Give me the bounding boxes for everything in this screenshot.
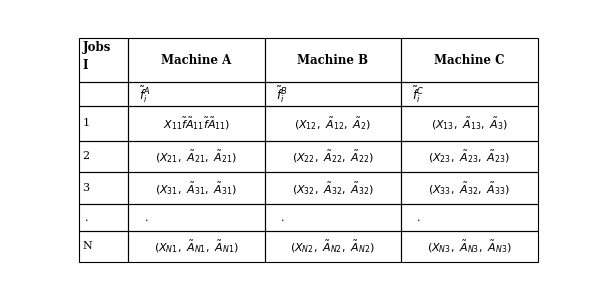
Text: I: I bbox=[82, 59, 88, 72]
Text: Jobs: Jobs bbox=[82, 41, 111, 54]
Text: .: . bbox=[418, 213, 421, 223]
Text: Machine A: Machine A bbox=[161, 54, 232, 67]
Bar bbox=[265, 231, 401, 262]
Text: $(X_{23},\ \tilde{A}_{23},\ \tilde{A}_{23})$: $(X_{23},\ \tilde{A}_{23},\ \tilde{A}_{2… bbox=[428, 148, 511, 165]
Text: $(X_{21},\ \tilde{A}_{21},\ \tilde{A}_{21})$: $(X_{21},\ \tilde{A}_{21},\ \tilde{A}_{2… bbox=[155, 148, 238, 165]
Bar bbox=[401, 141, 538, 172]
Bar bbox=[265, 82, 401, 107]
Bar bbox=[265, 141, 401, 172]
Text: $(X_{13},\ \tilde{A}_{13},\ \tilde{A}_3)$: $(X_{13},\ \tilde{A}_{13},\ \tilde{A}_3)… bbox=[431, 115, 508, 132]
Text: .: . bbox=[85, 213, 88, 223]
Bar bbox=[79, 141, 128, 172]
Bar bbox=[79, 204, 128, 231]
Text: $(X_{N1},\ \tilde{A}_{N1},\ \tilde{A}_{N1})$: $(X_{N1},\ \tilde{A}_{N1},\ \tilde{A}_{N… bbox=[154, 238, 239, 255]
Text: $(X_{32},\ \tilde{A}_{32},\ \tilde{A}_{32})$: $(X_{32},\ \tilde{A}_{32},\ \tilde{A}_{3… bbox=[292, 180, 374, 197]
Text: $(X_{N3},\ \tilde{A}_{N3},\ \tilde{A}_{N3})$: $(X_{N3},\ \tilde{A}_{N3},\ \tilde{A}_{N… bbox=[427, 238, 512, 255]
Bar bbox=[401, 172, 538, 204]
Text: 2: 2 bbox=[82, 151, 89, 161]
Bar bbox=[79, 82, 128, 107]
Text: $(X_{N2},\ \tilde{A}_{N2},\ \tilde{A}_{N2})$: $(X_{N2},\ \tilde{A}_{N2},\ \tilde{A}_{N… bbox=[290, 238, 375, 255]
Bar bbox=[128, 107, 265, 141]
Bar bbox=[265, 204, 401, 231]
Text: Machine B: Machine B bbox=[297, 54, 368, 67]
Text: 3: 3 bbox=[82, 183, 89, 193]
Text: $(X_{33},\ \tilde{A}_{32},\ \tilde{A}_{33})$: $(X_{33},\ \tilde{A}_{32},\ \tilde{A}_{3… bbox=[428, 180, 511, 197]
Text: .: . bbox=[145, 213, 148, 223]
Bar bbox=[128, 172, 265, 204]
Bar bbox=[79, 231, 128, 262]
Bar bbox=[401, 38, 538, 82]
Text: $(X_{31},\ \tilde{A}_{31},\ \tilde{A}_{31})$: $(X_{31},\ \tilde{A}_{31},\ \tilde{A}_{3… bbox=[155, 180, 238, 197]
Text: .: . bbox=[281, 213, 284, 223]
Bar bbox=[401, 231, 538, 262]
Text: $\tilde{f}_{i}^{C}$: $\tilde{f}_{i}^{C}$ bbox=[412, 84, 424, 104]
Text: $\tilde{f}_{i}^{B}$: $\tilde{f}_{i}^{B}$ bbox=[275, 84, 287, 104]
Bar bbox=[401, 107, 538, 141]
Bar bbox=[128, 231, 265, 262]
Text: 1: 1 bbox=[82, 118, 89, 128]
Bar bbox=[265, 172, 401, 204]
Text: $(X_{12},\ \tilde{A}_{12},\ \tilde{A}_2)$: $(X_{12},\ \tilde{A}_{12},\ \tilde{A}_2)… bbox=[294, 115, 371, 132]
Text: Machine C: Machine C bbox=[434, 54, 505, 67]
Bar bbox=[79, 172, 128, 204]
Bar bbox=[79, 38, 128, 82]
Bar bbox=[265, 38, 401, 82]
Bar bbox=[401, 204, 538, 231]
Text: $X_{11}\tilde{f}\tilde{A}_{11}\tilde{f}\tilde{A}_{11})$: $X_{11}\tilde{f}\tilde{A}_{11}\tilde{f}\… bbox=[163, 115, 230, 132]
Bar bbox=[128, 141, 265, 172]
Bar bbox=[128, 38, 265, 82]
Bar bbox=[128, 82, 265, 107]
Bar bbox=[265, 107, 401, 141]
Bar bbox=[128, 204, 265, 231]
Text: N: N bbox=[82, 241, 92, 251]
Bar bbox=[79, 107, 128, 141]
Text: $(X_{22},\ \tilde{A}_{22},\ \tilde{A}_{22})$: $(X_{22},\ \tilde{A}_{22},\ \tilde{A}_{2… bbox=[292, 148, 374, 165]
Text: $\tilde{f}_{i}^{A}$: $\tilde{f}_{i}^{A}$ bbox=[139, 84, 151, 104]
Bar bbox=[401, 82, 538, 107]
